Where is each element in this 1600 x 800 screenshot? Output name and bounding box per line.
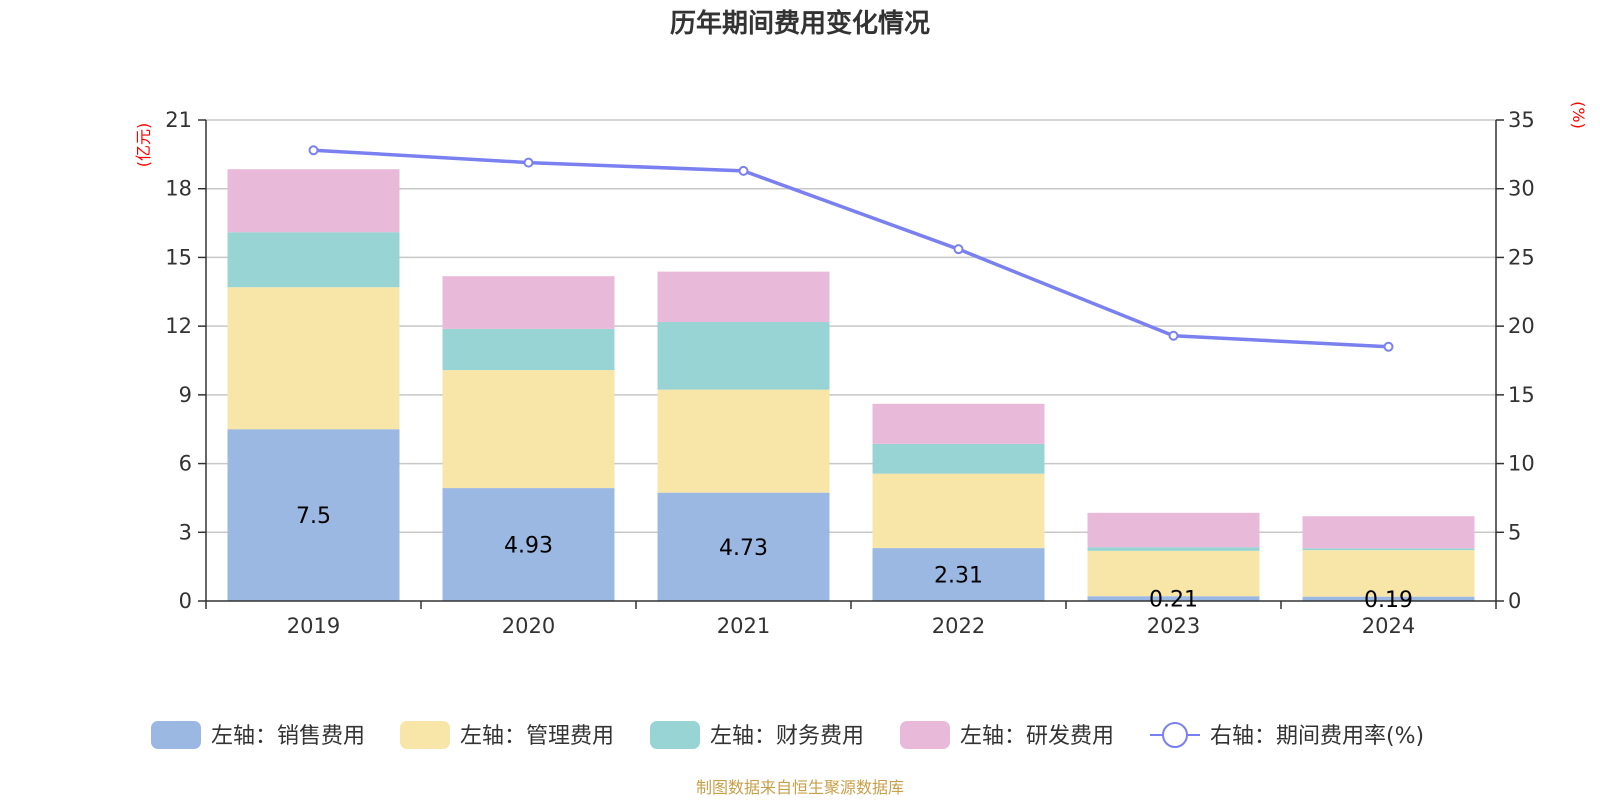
bar-data-label: 7.5 xyxy=(296,504,331,529)
bar-data-label: 0.19 xyxy=(1364,588,1413,613)
right-axis-tick-label: 20 xyxy=(1508,314,1535,338)
right-axis-tick-label: 10 xyxy=(1508,452,1535,476)
bar-segment xyxy=(1302,596,1475,601)
legend-swatch-marker xyxy=(1162,722,1188,748)
right-axis-tick-label: 15 xyxy=(1508,383,1535,407)
bar-data-label: 0.21 xyxy=(1149,588,1198,613)
chart-title: 历年期间费用变化情况 xyxy=(670,8,930,39)
bar-segment xyxy=(1087,512,1260,548)
bar-segment xyxy=(872,548,1045,601)
bar-segment xyxy=(227,429,400,601)
rate-line-point xyxy=(738,165,749,176)
bar-segment xyxy=(442,276,615,329)
right-axis-tick-label: 0 xyxy=(1508,589,1521,613)
bar-series xyxy=(227,169,1475,601)
bar-segment xyxy=(227,169,400,233)
legend-swatch xyxy=(650,721,700,749)
bar-data-label: 4.73 xyxy=(719,536,768,561)
bar-segment xyxy=(1087,596,1260,601)
data-source-note: 制图数据来自恒生聚源数据库 xyxy=(696,778,904,797)
left-axis-tick-label: 6 xyxy=(179,452,192,476)
bar-segment xyxy=(872,473,1045,549)
bar-segment xyxy=(1302,516,1475,549)
rate-line-point xyxy=(523,157,534,168)
bar-segment xyxy=(442,370,615,489)
bar-data-label: 2.31 xyxy=(934,564,983,589)
left-axis-tick-label: 3 xyxy=(179,520,192,544)
bar-segment xyxy=(657,322,830,390)
right-axis-tick-label: 30 xyxy=(1508,177,1535,201)
legend-label: 左轴：管理费用 xyxy=(460,724,614,749)
bar-segment xyxy=(1302,548,1475,551)
legend-label: 右轴：期间费用率(%) xyxy=(1210,724,1424,749)
legend-label: 左轴：研发费用 xyxy=(960,724,1114,749)
rate-line-point xyxy=(308,145,319,156)
x-axis-tick-label: 2024 xyxy=(1362,614,1415,638)
bar-segment xyxy=(442,488,615,601)
legend-swatch xyxy=(400,721,450,749)
legend-swatch xyxy=(151,721,201,749)
left-axis-tick-label: 21 xyxy=(165,108,192,132)
rate-line xyxy=(313,148,1389,349)
right-axis-tick-label: 5 xyxy=(1508,520,1521,544)
bar-segment xyxy=(657,271,830,323)
x-axis-tick-label: 2021 xyxy=(717,614,770,638)
bar-segment xyxy=(872,403,1045,444)
x-axis-tick-label: 2020 xyxy=(502,614,555,638)
bar-segment xyxy=(1302,550,1475,597)
bar-segment xyxy=(227,287,400,430)
rate-line-point xyxy=(953,244,964,255)
left-axis-tick-label: 9 xyxy=(179,383,192,407)
bar-segment xyxy=(1087,550,1260,597)
legend-swatch xyxy=(900,721,950,749)
left-axis-unit: (亿元) xyxy=(134,123,153,168)
rate-line-point xyxy=(1168,330,1179,341)
left-axis-tick-label: 0 xyxy=(179,589,192,613)
legend: 左轴：销售费用 左轴：管理费用 左轴：财务费用 左轴：研发费用 右轴：期间费用率(%) xyxy=(151,721,1424,749)
bar-data-labels: 7.5 4.93 4.73 2.31 0.21 0.19 xyxy=(296,504,1413,613)
x-axis-tick-label: 2019 xyxy=(287,614,340,638)
x-axis-tick-label: 2023 xyxy=(1147,614,1200,638)
bar-data-label: 4.93 xyxy=(504,534,553,559)
rate-line-point xyxy=(1383,341,1394,352)
left-axis-tick-label: 18 xyxy=(165,177,192,201)
bar-segment xyxy=(1087,547,1260,551)
left-axis-tick-label: 12 xyxy=(165,314,192,338)
bar-segment xyxy=(442,328,615,371)
rate-line-series xyxy=(308,145,1394,352)
left-axis-tick-label: 15 xyxy=(165,245,192,269)
right-axis-tick-label: 35 xyxy=(1508,108,1535,132)
bar-segment xyxy=(657,492,830,601)
legend-label: 左轴：销售费用 xyxy=(211,724,365,749)
legend-label: 左轴：财务费用 xyxy=(710,724,864,749)
right-axis-unit: (%) xyxy=(1569,101,1588,129)
bar-segment xyxy=(657,389,830,493)
x-axis-tick-label: 2022 xyxy=(932,614,985,638)
axes: 0 3 6 9 12 15 18 21 0 5 10 15 20 25 30 35 2019 2020 2021 20… xyxy=(165,108,1534,638)
right-axis-tick-label: 25 xyxy=(1508,245,1535,269)
bar-segment xyxy=(227,232,400,288)
bar-segment xyxy=(872,443,1045,474)
gridlines xyxy=(206,119,1496,534)
